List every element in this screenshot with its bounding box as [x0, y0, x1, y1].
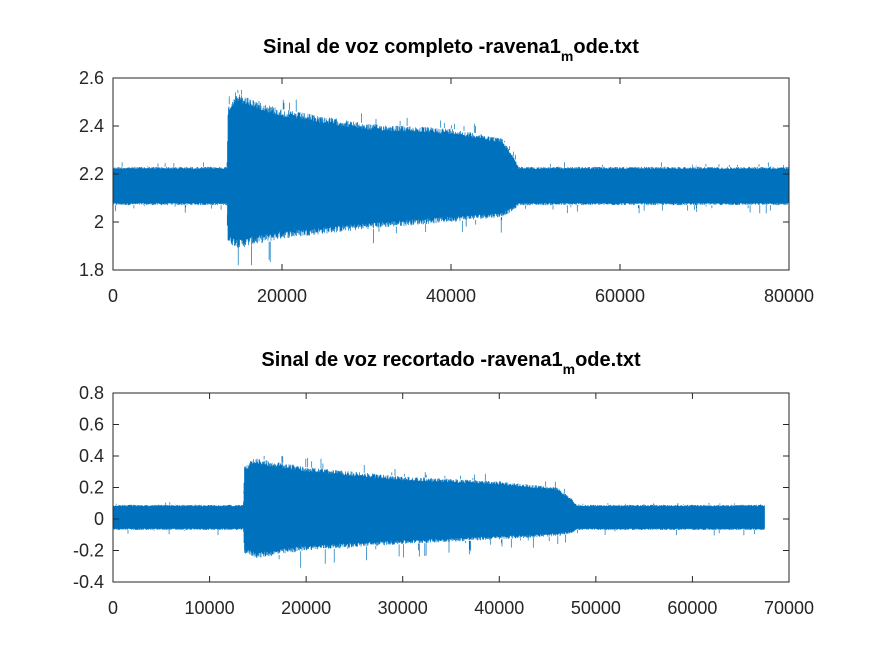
y-axis-ticks-complete: 1.8 2 2.2 2.4 2.6	[79, 68, 789, 280]
signal-waveform-cropped	[113, 456, 765, 568]
x-tick-label: 20000	[281, 598, 331, 618]
subplot-cropped-title: Sinal de voz recortado -ravena1mode.txt	[261, 349, 641, 377]
y-tick-label: 2.4	[79, 116, 104, 136]
y-tick-label: 0.6	[79, 415, 104, 435]
x-tick-label: 10000	[185, 598, 235, 618]
y-tick-label: -0.2	[73, 541, 104, 561]
x-tick-label: 20000	[257, 286, 307, 306]
signal-trace	[113, 456, 765, 568]
y-tick-label: 0	[94, 509, 104, 529]
x-tick-label: 50000	[571, 598, 621, 618]
y-tick-label: 0.8	[79, 383, 104, 403]
x-tick-label: 40000	[426, 286, 476, 306]
signal-trace	[113, 90, 790, 266]
y-tick-label: 2.6	[79, 68, 104, 88]
y-tick-label: 0.4	[79, 446, 104, 466]
y-tick-label: -0.4	[73, 572, 104, 592]
x-axis-ticks-cropped: 0 10000 20000 30000 40000 50000 60000 70000	[108, 393, 814, 618]
x-tick-label: 0	[108, 598, 118, 618]
x-tick-label: 80000	[764, 286, 814, 306]
x-tick-label: 30000	[378, 598, 428, 618]
x-tick-label: 60000	[595, 286, 645, 306]
subplot-complete: Sinal de voz completo -ravena1mode.txt 0…	[79, 36, 814, 306]
x-tick-label: 0	[108, 286, 118, 306]
x-tick-label: 60000	[667, 598, 717, 618]
y-tick-label: 2	[94, 212, 104, 232]
subplot-complete-title: Sinal de voz completo -ravena1mode.txt	[263, 36, 639, 64]
x-tick-label: 40000	[474, 598, 524, 618]
signal-waveform-complete	[113, 90, 790, 266]
subplot-cropped: Sinal de voz recortado -ravena1mode.txt …	[73, 349, 814, 618]
x-axis-ticks-complete: 0 20000 40000 60000 80000	[108, 78, 814, 306]
y-axis-ticks-cropped: -0.4 -0.2 0 0.2 0.4 0.6 0.8	[73, 383, 789, 592]
y-tick-label: 1.8	[79, 260, 104, 280]
y-tick-label: 2.2	[79, 164, 104, 184]
x-tick-label: 70000	[764, 598, 814, 618]
y-tick-label: 0.2	[79, 478, 104, 498]
